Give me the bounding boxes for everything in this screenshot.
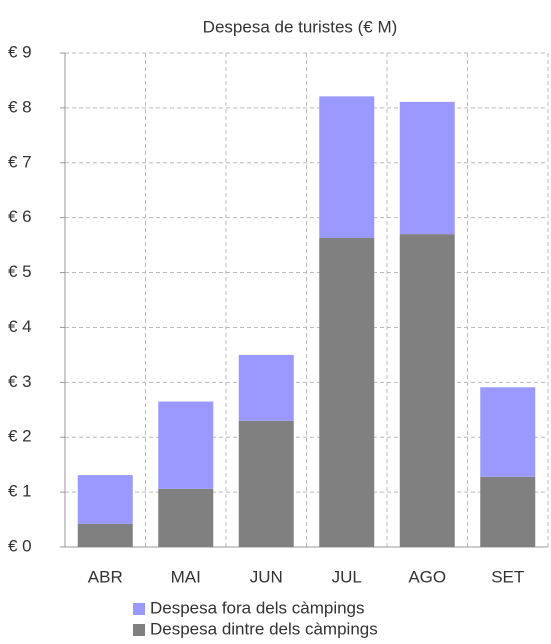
y-tick-label: € 0 (8, 536, 32, 555)
x-tick-label: ABR (88, 567, 123, 586)
bar-segment (480, 387, 536, 477)
bar-segment (319, 237, 375, 547)
y-tick-label: € 6 (8, 207, 32, 226)
bar-segment (77, 523, 133, 547)
legend-label: Despesa fora dels càmpings (150, 598, 365, 617)
bar-segment (238, 420, 294, 547)
bar-segment (399, 234, 455, 547)
bar-segment (158, 488, 214, 547)
y-tick-label: € 3 (8, 372, 32, 391)
bar-segment (158, 401, 214, 489)
bar-segment (480, 476, 536, 547)
chart-title: Despesa de turistes (€ M) (203, 17, 398, 36)
x-tick-label: MAI (171, 567, 201, 586)
y-tick-label: € 9 (8, 42, 32, 61)
y-tick-label: € 2 (8, 427, 32, 446)
bar-segment (319, 96, 375, 238)
x-tick-label: SET (491, 567, 524, 586)
x-tick-label: JUL (332, 567, 362, 586)
y-tick-label: € 7 (8, 152, 32, 171)
y-tick-label: € 1 (8, 482, 32, 501)
legend-swatch (133, 624, 145, 636)
y-tick-label: € 5 (8, 262, 32, 281)
bar-segment (238, 354, 294, 421)
legend-swatch (133, 603, 145, 615)
x-tick-label: AGO (408, 567, 446, 586)
bar-segment (77, 475, 133, 524)
legend-label: Despesa dintre dels càmpings (150, 619, 378, 638)
x-tick-label: JUN (250, 567, 283, 586)
y-tick-label: € 4 (8, 317, 32, 336)
y-tick-label: € 8 (8, 97, 32, 116)
bar-segment (399, 101, 455, 235)
